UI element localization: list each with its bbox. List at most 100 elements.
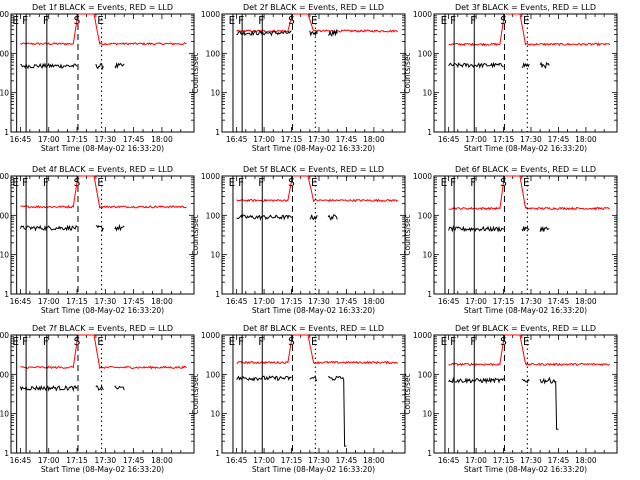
marker-label-e: E: [441, 336, 448, 348]
panel-6: Det 6f BLACK = Events, RED = LLD 1 10 100 10…: [403, 165, 618, 315]
marker-label-e: E: [97, 177, 104, 189]
x-tick-label: 16:45: [10, 135, 32, 144]
x-tick-label: 17:45: [336, 456, 358, 465]
marker-label-f: F: [450, 336, 456, 348]
x-tick-label: 17:15: [493, 456, 515, 465]
series-events-segment: [309, 214, 318, 221]
marker-label-e: E: [311, 336, 318, 348]
y-tick-label: 1000: [0, 172, 9, 181]
y-tick-label: 10: [210, 251, 220, 260]
x-tick-label: 16:45: [226, 135, 248, 144]
x-tick-label: 18:00: [151, 297, 173, 306]
y-tick-label: 1: [427, 128, 432, 137]
x-axis-label: Start Time (08-May-02 16:33:20): [41, 465, 164, 474]
marker-label-f: F: [470, 177, 476, 189]
x-tick-label: 17:00: [253, 456, 275, 465]
series-events-line: [448, 225, 504, 233]
marker-label-f: F: [470, 336, 476, 348]
x-tick-label: 18:00: [363, 456, 385, 465]
series-events-segment: [521, 61, 530, 68]
marker-label-f: F: [43, 336, 49, 348]
y-tick-label: 10: [422, 89, 432, 98]
marker-label-f: F: [258, 177, 264, 189]
panel-title: Det 8f BLACK = Events, RED = LLD: [243, 324, 384, 333]
x-axis-label: Start Time (08-May-02 16:33:20): [41, 306, 164, 315]
y-tick-label: 1: [215, 128, 220, 137]
y-tick-label: 100: [206, 211, 221, 220]
plot-frame: [221, 13, 406, 133]
x-tick-label: 16:45: [438, 297, 460, 306]
x-tick-label: 17:15: [281, 297, 303, 306]
marker-label-f: F: [258, 15, 264, 27]
series-lld-line: [448, 175, 610, 211]
series-events-segment: [95, 384, 104, 391]
x-tick-label: 17:45: [123, 135, 145, 144]
panel-9: Det 9f BLACK = Events, RED = LLD 1 10 100 10…: [403, 324, 618, 474]
y-tick-label: 1000: [413, 10, 432, 19]
series-events-segment: [114, 223, 125, 232]
series-events-line: [19, 224, 78, 232]
series-events-segment: [95, 63, 104, 71]
series-events-segment: [309, 375, 318, 382]
panel-title: Det 3f BLACK = Events, RED = LLD: [455, 3, 596, 12]
x-tick-label: 17:30: [308, 135, 330, 144]
marker-label-e: E: [12, 15, 19, 27]
series-lld-line: [236, 13, 399, 33]
x-tick-label: 17:30: [308, 456, 330, 465]
y-tick-label: 1: [215, 290, 220, 299]
y-axis-label: Counts/sec: [403, 373, 412, 414]
marker-label-e: E: [523, 177, 530, 189]
marker-label-e: E: [97, 336, 104, 348]
series-events-line: [448, 376, 504, 385]
series-events-line: [19, 384, 78, 393]
series-lld-line: [236, 175, 399, 203]
x-tick-label: 16:45: [226, 456, 248, 465]
x-tick-label: 17:00: [253, 297, 275, 306]
plot-frame: [433, 334, 618, 454]
x-tick-label: 17:30: [520, 297, 542, 306]
panel-5: Det 5f BLACK = Events, RED = LLD 1 10 100 10…: [191, 165, 406, 315]
marker-label-s: S: [288, 336, 295, 348]
marker-label-f: F: [450, 15, 456, 27]
marker-label-s: S: [74, 177, 81, 189]
marker-label-e: E: [12, 336, 19, 348]
panel-title: Det 2f BLACK = Events, RED = LLD: [243, 3, 384, 12]
marker-label-e: E: [523, 336, 530, 348]
y-tick-label: 1000: [413, 172, 432, 181]
x-tick-label: 18:00: [575, 297, 597, 306]
series-lld-line: [20, 13, 187, 46]
x-tick-label: 17:00: [465, 135, 487, 144]
series-events-segment: [539, 225, 550, 232]
panel-title: Det 6f BLACK = Events, RED = LLD: [455, 165, 596, 174]
x-tick-label: 18:00: [363, 135, 385, 144]
marker-label-e: E: [229, 336, 236, 348]
marker-label-s: S: [500, 15, 507, 27]
marker-label-e: E: [311, 15, 318, 27]
series-events-segment: [539, 61, 550, 69]
y-tick-label: 1: [215, 449, 220, 458]
series-events-segment: [327, 28, 338, 37]
x-tick-label: 17:15: [66, 297, 88, 306]
panel-title: Det 4f BLACK = Events, RED = LLD: [32, 165, 173, 174]
y-tick-label: 100: [418, 49, 433, 58]
x-tick-label: 17:00: [38, 297, 60, 306]
marker-label-e: E: [441, 177, 448, 189]
y-tick-label: 10: [422, 410, 432, 419]
x-tick-label: 17:15: [281, 135, 303, 144]
panel-title: Det 7f BLACK = Events, RED = LLD: [32, 324, 173, 333]
series-lld-line: [20, 175, 187, 209]
x-tick-label: 17:00: [38, 135, 60, 144]
marker-label-f: F: [238, 15, 244, 27]
x-axis-label: Start Time (08-May-02 16:33:20): [464, 306, 587, 315]
panel-8: Det 8f BLACK = Events, RED = LLD 1 10 100 10…: [191, 324, 406, 474]
y-tick-label: 10: [0, 251, 9, 260]
marker-label-e: E: [97, 15, 104, 27]
series-events-segment: [95, 225, 104, 233]
x-tick-label: 17:15: [493, 297, 515, 306]
y-tick-label: 100: [418, 211, 433, 220]
y-tick-label: 1000: [201, 172, 220, 181]
x-axis-label: Start Time (08-May-02 16:33:20): [252, 465, 375, 474]
y-axis-label: Counts/sec: [191, 214, 200, 255]
x-tick-label: 17:00: [465, 456, 487, 465]
x-tick-label: 17:45: [336, 135, 358, 144]
